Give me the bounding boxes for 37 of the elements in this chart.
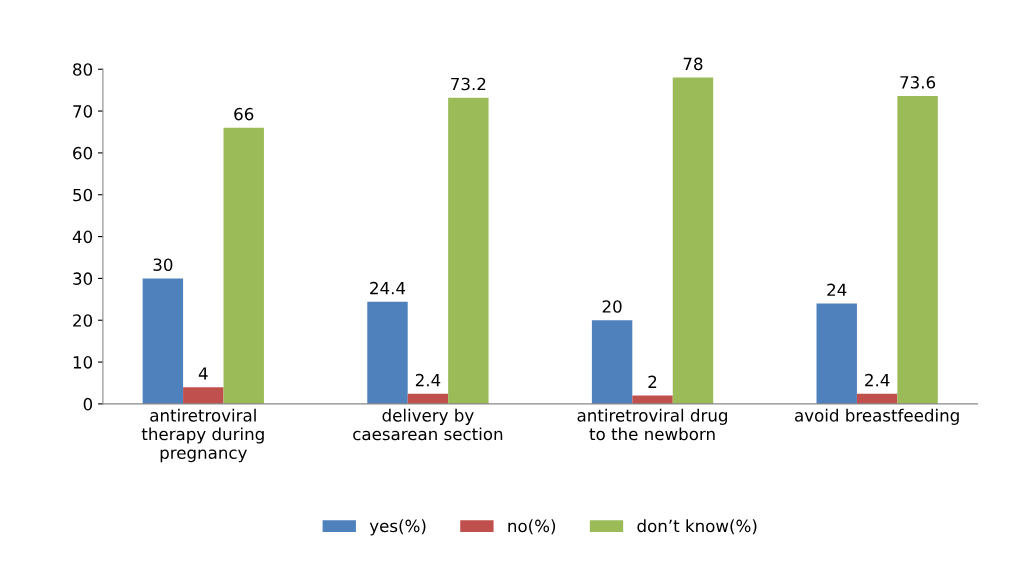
data-label: 73.2 — [451, 77, 486, 91]
y-tick-label: 50 — [73, 188, 93, 202]
data-label: 20 — [602, 300, 622, 313]
data-label: 24 — [827, 283, 847, 296]
x-tick-label: antiretroviral drug to the newborn — [577, 408, 727, 441]
legend-label: no(%) — [508, 519, 556, 535]
data-label: 66 — [234, 107, 254, 121]
y-tick-label: 80 — [73, 63, 93, 76]
data-label: 73.6 — [900, 76, 936, 89]
y-tick-label: 10 — [73, 356, 93, 369]
bar — [183, 387, 224, 404]
legend-label: don’t know(%) — [637, 519, 757, 535]
data-label: 24.4 — [370, 281, 406, 295]
bar — [367, 301, 408, 404]
y-tick-label: 70 — [73, 105, 93, 118]
y-tick-label: 40 — [72, 230, 93, 244]
x-tick-label: delivery by caesarean section — [353, 408, 503, 441]
bar — [672, 77, 714, 404]
y-tick-label: 60 — [73, 146, 93, 160]
bar — [223, 127, 264, 404]
bar — [142, 278, 184, 404]
x-tick-label: antiretroviral therapy during pregnancy — [141, 408, 264, 463]
data-label: 2.4 — [865, 373, 890, 387]
bar — [591, 320, 633, 404]
data-label: 78 — [683, 57, 703, 71]
y-tick-label: 30 — [73, 272, 93, 285]
bar — [448, 97, 489, 404]
data-label: 4 — [198, 367, 208, 380]
bar — [897, 96, 938, 404]
legend-label: yes(%) — [369, 519, 426, 536]
data-label: 30 — [153, 258, 173, 272]
bar — [816, 303, 857, 404]
data-label: 2 — [648, 375, 657, 388]
x-tick-label: avoid breastfeeding — [795, 408, 959, 425]
y-tick-label: 20 — [73, 314, 93, 327]
y-tick-label: 0 — [83, 397, 93, 411]
data-label: 2.4 — [415, 373, 441, 387]
